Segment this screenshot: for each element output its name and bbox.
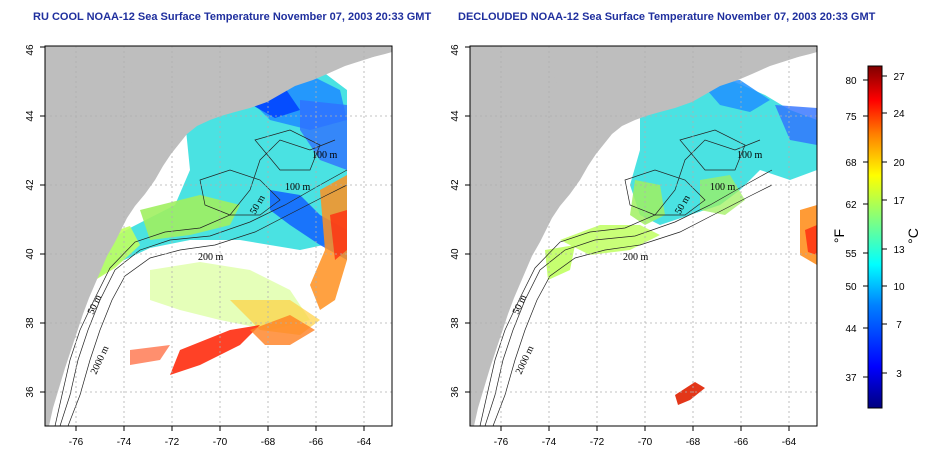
- celsius-tick-label: 3: [896, 369, 902, 380]
- fahrenheit-tick-label: 37: [845, 373, 857, 384]
- fahrenheit-unit-label: °F: [831, 229, 847, 243]
- left-lat-tick-label: 36: [25, 386, 36, 398]
- left-lon-tick-label: -68: [261, 437, 276, 448]
- right-grid: [470, 46, 817, 426]
- right-lon-tick-label: -72: [590, 437, 605, 448]
- colorbar-gradient: [867, 65, 883, 409]
- left-lon-tick-label: -76: [69, 437, 84, 448]
- right-lat-tick-label: 40: [450, 248, 461, 260]
- left-grid: [45, 46, 392, 426]
- right-lon-ticks: -76 -74 -72 -70 -68 -66 -64: [494, 426, 797, 448]
- left-lon-tick-label: -70: [213, 437, 228, 448]
- left-lon-tick-label: -66: [309, 437, 324, 448]
- left-contour-label-200m: 200 m: [198, 252, 224, 263]
- left-lon-tick-label: -74: [117, 437, 132, 448]
- right-lat-ticks: 36 38 40 42 44 46: [450, 44, 470, 398]
- right-panel-title: DECLOUDED NOAA-12 Sea Surface Temperatur…: [458, 11, 876, 23]
- left-contour-label-100m: 100 m: [285, 182, 311, 193]
- fahrenheit-tick-label: 75: [845, 112, 857, 123]
- right-lon-tick-label: -70: [638, 437, 653, 448]
- fahrenheit-tick-marks: [863, 79, 868, 378]
- celsius-tick-label: 17: [893, 196, 905, 207]
- celsius-tick-label: 20: [893, 158, 905, 169]
- right-contour-label-200m: 200 m: [623, 252, 649, 263]
- left-contour-label-100m-east: 100 m: [312, 150, 338, 161]
- fahrenheit-tick-label: 62: [845, 200, 857, 211]
- right-lon-tick-label: -68: [686, 437, 701, 448]
- right-lon-tick-label: -64: [782, 437, 797, 448]
- left-lat-tick-label: 46: [25, 44, 36, 56]
- left-lat-tick-label: 44: [25, 110, 36, 122]
- left-panel-title: RU COOL NOAA-12 Sea Surface Temperature …: [33, 11, 432, 23]
- right-lat-tick-label: 42: [450, 179, 461, 191]
- fahrenheit-tick-label: 80: [845, 76, 857, 87]
- right-lon-tick-label: -76: [494, 437, 509, 448]
- fahrenheit-tick-label: 50: [845, 282, 857, 293]
- right-lon-tick-label: -66: [734, 437, 749, 448]
- right-lat-tick-label: 44: [450, 110, 461, 122]
- celsius-tick-label: 10: [893, 282, 905, 293]
- right-map-frame: [469, 45, 818, 427]
- celsius-tick-marks: [882, 75, 887, 374]
- left-lon-tick-label: -64: [357, 437, 372, 448]
- left-lon-tick-label: -72: [165, 437, 180, 448]
- left-map-frame: [44, 45, 393, 427]
- left-lat-tick-label: 42: [25, 179, 36, 191]
- left-lat-ticks: 36 38 40 42 44 46: [25, 44, 45, 398]
- celsius-tick-label: 13: [893, 245, 905, 256]
- right-lon-tick-label: -74: [542, 437, 557, 448]
- left-bathymetry-contours: [54, 129, 348, 426]
- left-lon-ticks: -76 -74 -72 -70 -68 -66 -64: [69, 426, 372, 448]
- celsius-tick-label: 27: [893, 72, 905, 83]
- left-lat-tick-label: 40: [25, 248, 36, 260]
- left-lat-tick-label: 38: [25, 317, 36, 329]
- right-contour-label-100m: 100 m: [710, 182, 736, 193]
- right-lat-tick-label: 46: [450, 44, 461, 56]
- celsius-tick-label: 7: [896, 320, 902, 331]
- fahrenheit-tick-label: 68: [845, 158, 857, 169]
- fahrenheit-tick-label: 55: [845, 249, 857, 260]
- temperature-colorbar: 80 75 68 62 55 50 44 37 27 24 20 17 13 1…: [831, 65, 921, 409]
- celsius-unit-label: °C: [905, 228, 921, 244]
- right-contour-label-100m-east: 100 m: [737, 150, 763, 161]
- right-lat-tick-label: 36: [450, 386, 461, 398]
- left-sst-field: [92, 58, 347, 375]
- right-lat-tick-label: 38: [450, 317, 461, 329]
- fahrenheit-tick-label: 44: [845, 324, 857, 335]
- right-bathymetry-contours: [479, 129, 773, 426]
- celsius-tick-label: 24: [893, 109, 905, 120]
- right-map-panel: 100 m 100 m 50 m 200 m 50 m 2000 m -76 -…: [450, 44, 818, 448]
- left-map-panel: 100 m 100 m 50 m 200 m 50 m 2000 m -76 -…: [25, 44, 393, 448]
